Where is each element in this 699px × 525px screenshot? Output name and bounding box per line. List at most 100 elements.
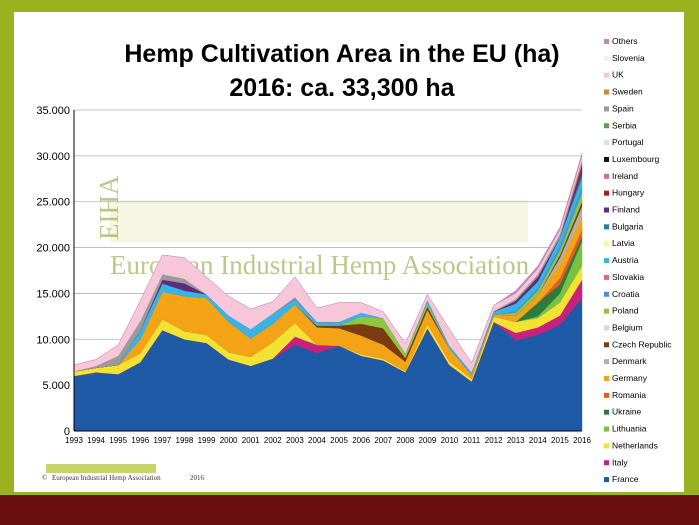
legend-swatch (604, 72, 609, 78)
x-tick-label: 1993 (65, 436, 83, 445)
legend-label: France (612, 474, 639, 484)
x-tick-label: 2011 (463, 436, 481, 445)
legend-swatch (604, 241, 609, 247)
legend-label: Hungary (612, 188, 645, 198)
y-tick-label: 25.000 (36, 197, 70, 209)
x-tick-label: 1996 (131, 436, 149, 445)
y-tick-label: 30.000 (36, 151, 70, 163)
x-tick-label: 2004 (308, 436, 326, 445)
x-tick-label: 2009 (418, 436, 436, 445)
legend-swatch (604, 426, 609, 432)
y-tick-label: 20.000 (36, 243, 70, 255)
legend-label: Slovenia (612, 53, 645, 63)
legend-label: Luxembourg (612, 154, 660, 164)
legend-label: Germany (612, 373, 648, 383)
watermark-letters: EIHA (94, 175, 124, 240)
legend-label: Bulgaria (612, 221, 643, 231)
legend-label: Lithuania (612, 424, 647, 434)
legend-label: Finland (612, 205, 640, 215)
y-tick-label: 5.000 (42, 380, 70, 392)
legend-label: Italy (612, 457, 628, 467)
legend-swatch (604, 123, 609, 129)
legend-swatch (604, 55, 609, 61)
legend-swatch (604, 325, 609, 331)
legend-label: Poland (612, 306, 639, 316)
x-tick-label: 1995 (109, 436, 127, 445)
x-tick-label: 2000 (220, 436, 238, 445)
x-tick-label: 2012 (485, 436, 503, 445)
footer-year: 2016 (190, 474, 205, 482)
legend-swatch (604, 274, 609, 280)
y-tick-label: 0 (64, 426, 70, 438)
legend-swatch (604, 291, 609, 297)
footer-copyright: © (42, 474, 48, 482)
y-tick-label: 15.000 (36, 288, 70, 300)
area-others (73, 153, 583, 366)
legend-label: Czech Republic (612, 339, 672, 349)
x-tick-label: 2007 (374, 436, 392, 445)
footer-logo: © European Industrial Hemp Association 2… (42, 464, 205, 482)
x-tick-label: 2006 (352, 436, 370, 445)
legend-swatch (604, 409, 609, 415)
legend-label: Netherlands (612, 440, 658, 450)
legend-label: Croatia (612, 289, 640, 299)
legend-label: Serbia (612, 120, 637, 130)
x-tick-label: 1999 (198, 436, 216, 445)
x-tick-label: 2002 (264, 436, 282, 445)
hemp-area-chart: Hemp Cultivation Area in the EU (ha) 201… (36, 36, 672, 484)
x-tick-label: 2013 (507, 436, 525, 445)
legend: Others Slovenia UK Sweden Spain Serbia Portuga… (604, 36, 672, 484)
legend-label: Portugal (612, 137, 644, 147)
legend-swatch (604, 224, 609, 230)
legend-swatch (604, 207, 609, 213)
x-tick-label: 2005 (330, 436, 348, 445)
y-tick-label: 35.000 (36, 105, 70, 117)
chart-title-line1: Hemp Cultivation Area in the EU (ha) (124, 40, 559, 68)
legend-swatch (604, 106, 609, 112)
legend-label: Romania (612, 390, 646, 400)
legend-label: Austria (612, 255, 639, 265)
slide-panel: Hemp Cultivation Area in the EU (ha) 201… (14, 12, 684, 492)
footer-logo-bar (46, 464, 156, 473)
legend-swatch (604, 359, 609, 365)
legend-swatch (604, 258, 609, 264)
legend-label: Latvia (612, 238, 635, 248)
legend-label: Sweden (612, 87, 643, 97)
footer-org: European Industrial Hemp Association (52, 474, 161, 482)
y-tick-label: 10.000 (36, 334, 70, 346)
legend-label: Denmark (612, 356, 647, 366)
legend-swatch (604, 376, 609, 381)
x-tick-label: 2010 (441, 436, 459, 445)
x-tick-label: 2008 (396, 436, 414, 445)
watermark-band (110, 200, 528, 242)
legend-swatch (604, 173, 609, 179)
legend-label: Slovakia (612, 272, 644, 282)
legend-swatch (604, 342, 609, 348)
x-tick-label: 1994 (87, 436, 105, 445)
legend-swatch (604, 39, 609, 44)
legend-label: Others (612, 36, 638, 46)
x-tick-label: 2015 (551, 436, 569, 445)
legend-swatch (604, 477, 609, 483)
legend-swatch (604, 460, 609, 466)
legend-label: Ukraine (612, 407, 642, 417)
legend-label: Ireland (612, 171, 638, 181)
legend-swatch (604, 443, 609, 449)
legend-swatch (604, 140, 609, 146)
stacked-areas (73, 153, 583, 432)
x-tick-label: 1998 (176, 436, 194, 445)
x-tick-label: 2016 (573, 436, 591, 445)
legend-label: UK (612, 70, 624, 80)
bottom-bar (0, 495, 699, 525)
x-tick-label: 2003 (286, 436, 304, 445)
legend-swatch (604, 392, 609, 398)
axes: 0 5.000 10.000 15.000 20.000 25.000 30.000 35.0… (36, 105, 591, 445)
legend-swatch (604, 156, 609, 162)
legend-label: Belgium (612, 322, 643, 332)
legend-swatch (604, 308, 609, 314)
x-tick-label: 2001 (242, 436, 260, 445)
legend-label: Spain (612, 103, 634, 113)
x-tick-label: 1997 (153, 436, 171, 445)
legend-swatch (604, 190, 609, 196)
legend-swatch (604, 89, 609, 95)
